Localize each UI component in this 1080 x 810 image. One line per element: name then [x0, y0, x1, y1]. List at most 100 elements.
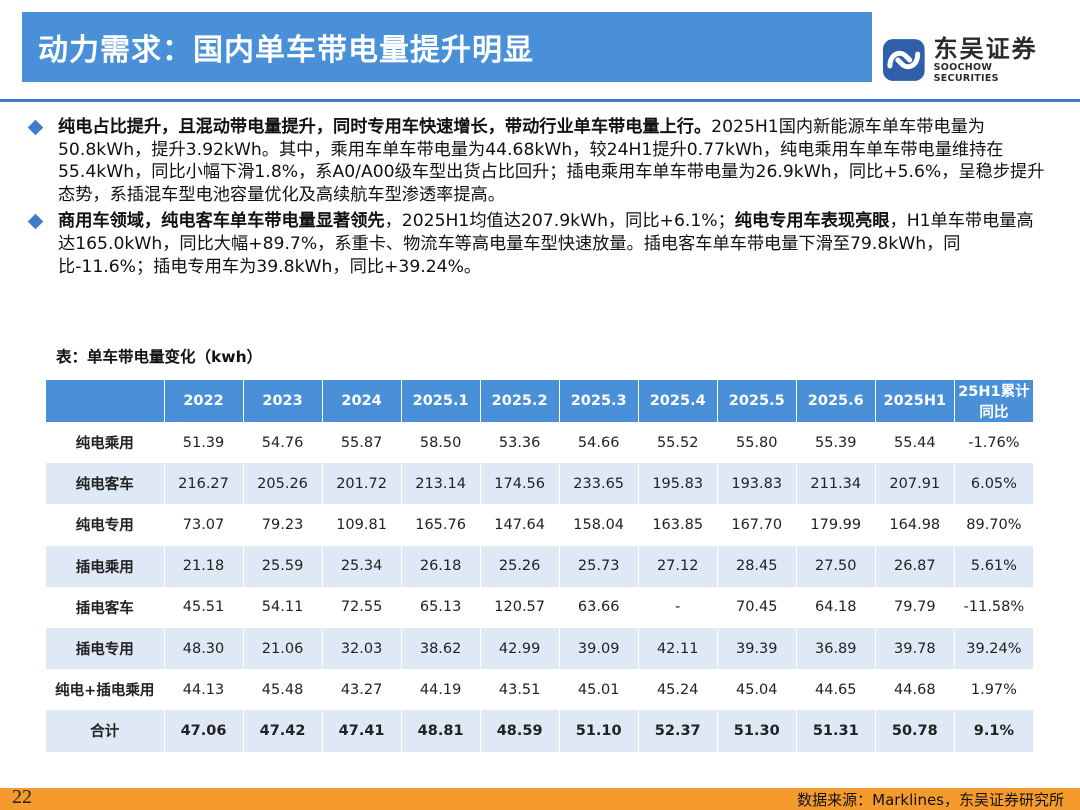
table-cell: 25.59 — [243, 545, 323, 587]
row-label: 插电专用 — [46, 627, 165, 670]
table-cell: 45.48 — [243, 669, 323, 711]
table-cell: 26.87 — [875, 545, 955, 587]
table-cell: 25.73 — [559, 545, 639, 587]
table-cell: 43.27 — [322, 669, 402, 711]
table-cell: 1.97% — [954, 669, 1035, 711]
table-cell: 32.03 — [322, 627, 402, 670]
bullet-2-bold-2: 纯电专用车表现亮眼 — [734, 211, 890, 232]
table-cell: 79.23 — [243, 504, 323, 546]
table-cell: 120.57 — [480, 586, 560, 628]
diamond-bullet-icon — [27, 214, 44, 230]
row-label: 插电客车 — [46, 586, 165, 628]
column-header: 2025.1 — [401, 380, 481, 422]
table-row: 纯电乘用 51.39 54.76 55.87 58.50 53.36 54.66 55.52 5… — [46, 422, 1035, 464]
table-cell: 201.72 — [322, 463, 402, 505]
table-cell: 164.98 — [875, 504, 955, 546]
row-label: 合计 — [46, 710, 165, 752]
table-cell: 54.11 — [243, 586, 323, 628]
table-cell: 45.51 — [164, 586, 244, 628]
page-number: 22 — [12, 786, 32, 808]
table-cell: -11.58% — [954, 586, 1035, 628]
company-logo: 东吴证券 SOOCHOW SECURITIES — [880, 36, 1060, 84]
table-row: 纯电专用 73.07 79.23 109.81 165.76 147.64 158.04 16… — [46, 504, 1035, 546]
column-header: 2024 — [322, 380, 402, 422]
table-cell: 165.76 — [401, 504, 481, 546]
table-cell: 6.05% — [954, 463, 1035, 505]
table-cell: 211.34 — [796, 463, 876, 505]
table-total-row: 合计 47.06 47.42 47.41 48.81 48.59 51.10 52.37 51.… — [46, 710, 1035, 752]
table-cell: 205.26 — [243, 463, 323, 505]
table-cell: 216.27 — [164, 463, 244, 505]
logo-chinese-name: 东吴证券 — [933, 35, 1038, 63]
table-cell: - — [638, 586, 718, 628]
table-cell: 158.04 — [559, 504, 639, 546]
bullet-2-bold: 商用车领域，纯电客车单车带电量显著领先 — [58, 211, 385, 232]
table-cell: 179.99 — [796, 504, 876, 546]
table-cell: 55.44 — [875, 422, 955, 464]
table-cell: 72.55 — [322, 586, 402, 628]
row-label: 纯电专用 — [46, 504, 165, 546]
data-source: 数据来源：Marklines，东吴证券研究所 — [797, 791, 1064, 809]
column-header: 2025.2 — [480, 380, 560, 422]
table-cell: 54.76 — [243, 422, 323, 464]
table-cell: 163.85 — [638, 504, 718, 546]
table-cell: 27.12 — [638, 545, 718, 587]
table-cell: 25.26 — [480, 545, 560, 587]
table-cell: 50.78 — [875, 710, 955, 752]
table-cell: 28.45 — [717, 545, 797, 587]
column-header: 2025H1 — [875, 380, 955, 422]
column-header: 2025.6 — [796, 380, 876, 422]
table-row: 插电客车 45.51 54.11 72.55 65.13 120.57 63.66-70.4… — [46, 586, 1035, 628]
table-cell: 45.04 — [717, 669, 797, 711]
row-label: 纯电+插电乘用 — [46, 669, 165, 711]
table-cell: 27.50 — [796, 545, 876, 587]
soochow-logo-icon — [882, 39, 925, 81]
table-cell: 64.18 — [796, 586, 876, 628]
table-cell: 21.06 — [243, 627, 323, 670]
table-cell: 174.56 — [480, 463, 560, 505]
table-cell: 26.18 — [401, 545, 481, 587]
table-cell: 39.09 — [559, 627, 639, 670]
table-caption: 表：单车带电量变化（kwh） — [56, 348, 263, 366]
table-cell: 63.66 — [559, 586, 639, 628]
table-cell: 79.79 — [875, 586, 955, 628]
table-corner-cell — [46, 380, 165, 422]
column-header: 2023 — [243, 380, 323, 422]
table-cell: 47.06 — [164, 710, 244, 752]
table-cell: 45.01 — [559, 669, 639, 711]
column-header: 2025.5 — [717, 380, 797, 422]
header-divider — [0, 99, 1080, 102]
table-cell: 213.14 — [401, 463, 481, 505]
table-cell: 43.51 — [480, 669, 560, 711]
table-cell: 65.13 — [401, 586, 481, 628]
bullet-item-2: 商用车领域，纯电客车单车带电量显著领先，2025H1均值达207.9kWh，同比… — [27, 210, 1048, 278]
table-row: 插电专用 48.30 21.06 32.03 38.62 42.99 39.09 42.11 3… — [46, 627, 1035, 670]
table-cell: 53.36 — [480, 422, 560, 464]
column-header: 2025.4 — [638, 380, 718, 422]
table-cell: 39.24% — [954, 627, 1035, 670]
table-cell: 42.11 — [638, 627, 718, 670]
table-cell: 44.13 — [164, 669, 244, 711]
table-cell: 39.78 — [875, 627, 955, 670]
table-cell: 47.42 — [243, 710, 323, 752]
table-cell: 48.81 — [401, 710, 481, 752]
table-header-row: 2022 2023 2024 2025.1 2025.2 2025.3 2025.4 2025… — [46, 380, 1035, 422]
table-cell: 167.70 — [717, 504, 797, 546]
row-label: 纯电乘用 — [46, 422, 165, 464]
table-cell: 147.64 — [480, 504, 560, 546]
table-cell: 51.31 — [796, 710, 876, 752]
table-cell: 70.45 — [717, 586, 797, 628]
table-cell: 55.87 — [322, 422, 402, 464]
table-cell: 9.1% — [954, 710, 1035, 752]
table-cell: 44.65 — [796, 669, 876, 711]
table-cell: 52.37 — [638, 710, 718, 752]
table-cell: 42.99 — [480, 627, 560, 670]
table-row: 插电乘用 21.18 25.59 25.34 26.18 25.26 25.73 27.12 2… — [46, 545, 1035, 587]
row-label: 插电乘用 — [46, 545, 165, 587]
bullet-list: 纯电占比提升，且混动带电量提升，同时专用车快速增长，带动行业单车带电量上行。20… — [27, 116, 1048, 282]
table-cell: 55.52 — [638, 422, 718, 464]
table-cell: 21.18 — [164, 545, 244, 587]
bullet-item-1: 纯电占比提升，且混动带电量提升，同时专用车快速增长，带动行业单车带电量上行。20… — [27, 116, 1048, 206]
table-cell: 55.39 — [796, 422, 876, 464]
bullet-2-text-2: ，H1单车带电量高达165.0kWh，同比大幅+89.7%，系重卡、物流车等高电… — [58, 211, 1034, 277]
